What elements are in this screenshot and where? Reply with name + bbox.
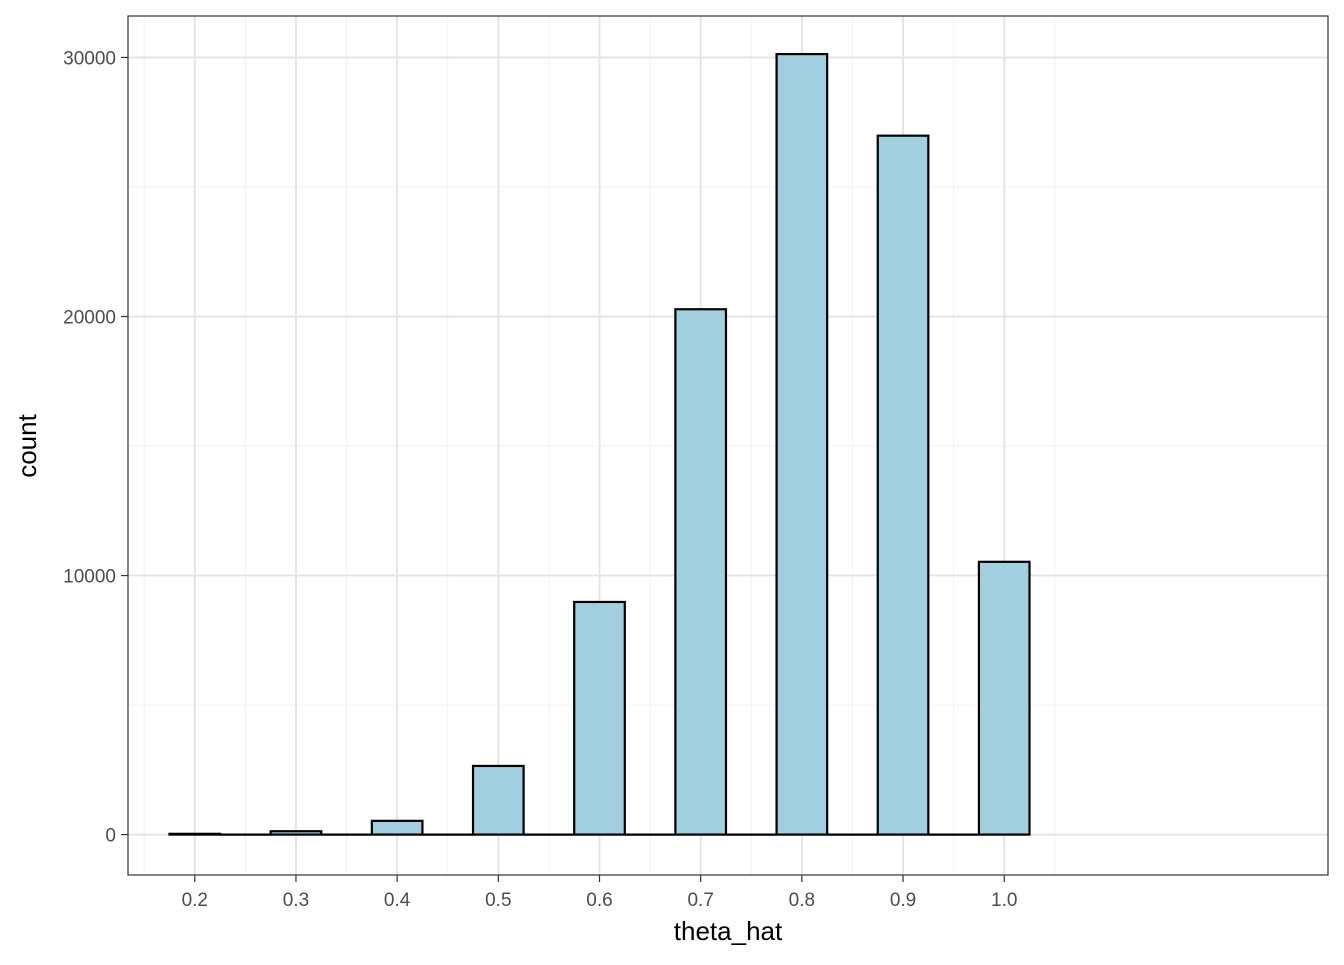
x-tick-label: 0.8 bbox=[789, 890, 815, 911]
y-tick-label: 0 bbox=[105, 826, 116, 847]
x-tick-label: 0.9 bbox=[890, 890, 916, 911]
bar-0.9 bbox=[876, 134, 930, 836]
bar-1.0 bbox=[977, 560, 1031, 836]
bars bbox=[168, 52, 1031, 836]
grid-lines bbox=[128, 16, 1328, 875]
y-axis-title: count bbox=[12, 413, 42, 477]
x-tick-label: 0.2 bbox=[182, 890, 208, 911]
x-tick-label: 0.7 bbox=[687, 890, 713, 911]
x-axis-title: theta_hat bbox=[674, 916, 783, 946]
bar-0.8 bbox=[775, 52, 829, 836]
y-tick-label: 30000 bbox=[63, 48, 116, 69]
bar-0.4 bbox=[370, 819, 424, 836]
bar-0.3 bbox=[269, 830, 323, 836]
x-tick-label: 0.3 bbox=[283, 890, 309, 911]
y-axis-ticks: 0 10000 20000 30000 bbox=[63, 48, 128, 847]
panel-border bbox=[127, 15, 1329, 876]
y-tick-label: 10000 bbox=[63, 567, 116, 588]
bar-0.7 bbox=[674, 308, 728, 836]
x-tick-label: 0.6 bbox=[586, 890, 612, 911]
bar-0.5 bbox=[471, 764, 525, 836]
x-tick-label: 1.0 bbox=[991, 890, 1017, 911]
bar-0.2 bbox=[168, 832, 222, 836]
x-axis-ticks: 0.2 0.3 0.4 0.5 0.6 0.7 0.8 0.9 1.0 bbox=[182, 875, 1017, 911]
x-tick-label: 0.5 bbox=[485, 890, 511, 911]
y-tick-label: 20000 bbox=[63, 307, 116, 328]
x-tick-label: 0.4 bbox=[384, 890, 411, 911]
bar-0.6 bbox=[573, 600, 626, 836]
